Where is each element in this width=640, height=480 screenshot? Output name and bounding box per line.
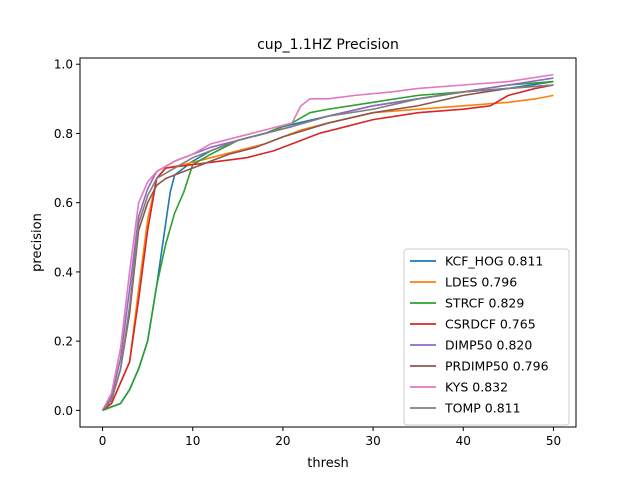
series-line-3 (102, 84, 554, 412)
legend-box (403, 248, 570, 426)
series-line-7 (101, 84, 554, 411)
series-line-2 (102, 80, 554, 412)
x-tick-label: 30 (365, 434, 380, 448)
legend-label-0: KCF_HOG 0.811 (445, 254, 543, 269)
x-axis: 0 10 20 30 40 50 (99, 427, 561, 448)
chart-title: cup_1.1HZ Precision (257, 37, 399, 53)
y-tick-label: 0.2 (54, 335, 73, 349)
x-tick-label: 10 (185, 434, 200, 448)
series-layer (101, 73, 554, 412)
y-axis: 0.0 0.2 0.4 0.6 0.8 1.0 (54, 58, 80, 418)
x-tick-label: 40 (456, 434, 471, 448)
x-axis-label: thresh (307, 456, 348, 471)
legend-label-5: PRDIMP50 0.796 (445, 359, 549, 374)
x-tick-label: 20 (275, 434, 290, 448)
y-tick-label: 0.0 (54, 404, 73, 418)
y-axis-label: precision (30, 213, 45, 272)
x-tick-label: 50 (546, 434, 561, 448)
y-tick-label: 0.6 (54, 196, 73, 210)
axes-frame (79, 57, 577, 428)
y-tick-label: 1.0 (54, 58, 73, 72)
series-line-5 (101, 84, 554, 411)
y-tick-label: 0.4 (54, 265, 73, 279)
legend-label-7: TOMP 0.811 (444, 401, 521, 416)
legend-label-6: KYS 0.832 (445, 380, 508, 395)
legend-label-1: LDES 0.796 (445, 275, 517, 290)
legend: KCF_HOG 0.811 LDES 0.796 STRCF 0.829 CSRDCF… (403, 248, 570, 426)
x-tick-label: 0 (99, 434, 107, 448)
legend-label-2: STRCF 0.829 (445, 296, 524, 311)
legend-label-4: DIMP50 0.820 (445, 338, 532, 353)
series-line-6 (101, 73, 554, 411)
legend-label-3: CSRDCF 0.765 (445, 317, 536, 332)
y-tick-label: 0.8 (54, 127, 73, 141)
